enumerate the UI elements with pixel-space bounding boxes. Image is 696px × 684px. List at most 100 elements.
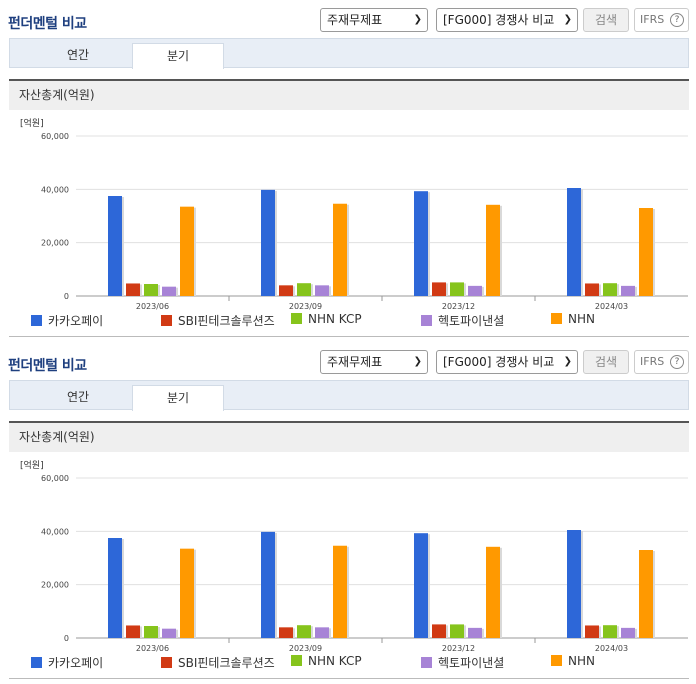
- legend-item[interactable]: 헥토파이낸셜: [421, 654, 504, 671]
- chart-svg: [억원] 0 20,000 40,000 60,000 2023/06 2023/09 202…: [20, 117, 688, 311]
- bar[interactable]: [414, 533, 428, 638]
- legend-label: 카카오페이: [48, 656, 104, 670]
- divider: [9, 336, 689, 337]
- bar[interactable]: [486, 546, 500, 638]
- bar[interactable]: [414, 191, 428, 296]
- panel-title: 펀더멘털 비교: [8, 358, 87, 374]
- legend-item[interactable]: SBI핀테크솔루션즈: [161, 654, 275, 671]
- statement-select[interactable]: 주재무제표 ❯: [320, 350, 428, 374]
- legend-item[interactable]: NHN KCP: [291, 312, 362, 326]
- bar[interactable]: [603, 283, 617, 296]
- chart-legend: 카카오페이 SBI핀테크솔루션즈 NHN KCP 헥토파이낸셜 NHN: [9, 654, 689, 672]
- tab-quarterly[interactable]: 분기: [132, 43, 224, 69]
- peer-group-select[interactable]: [FG000] 경쟁사 비교 ❯: [436, 8, 578, 32]
- legend-item[interactable]: NHN: [551, 654, 595, 668]
- tab-quarterly[interactable]: 분기: [132, 385, 224, 411]
- tab-annual[interactable]: 연간: [66, 48, 90, 62]
- bar[interactable]: [639, 208, 653, 296]
- bar[interactable]: [621, 627, 635, 638]
- question-icon[interactable]: ?: [670, 355, 684, 369]
- bar[interactable]: [297, 625, 311, 638]
- legend-item[interactable]: SBI핀테크솔루션즈: [161, 312, 275, 329]
- panel-header: 펀더멘털 비교 주재무제표 ❯ [FG000] 경쟁사 비교 ❯ 검색 IFRS…: [0, 0, 696, 38]
- bar[interactable]: [567, 530, 581, 638]
- chevron-down-icon: ❯: [413, 356, 422, 367]
- legend-label: SBI핀테크솔루션즈: [178, 314, 275, 328]
- bar[interactable]: [279, 285, 293, 296]
- bar[interactable]: [450, 282, 464, 296]
- statement-select-value: 주재무제표: [327, 13, 383, 27]
- tab-annual[interactable]: 연간: [66, 390, 90, 404]
- bar[interactable]: [108, 538, 122, 638]
- bar[interactable]: [603, 625, 617, 638]
- bar[interactable]: [126, 283, 140, 296]
- statement-select[interactable]: 주재무제표 ❯: [320, 8, 428, 32]
- legend-item[interactable]: 카카오페이: [31, 312, 103, 329]
- search-button[interactable]: 검색: [583, 350, 629, 374]
- bar[interactable]: [585, 625, 599, 638]
- search-button[interactable]: 검색: [583, 8, 629, 32]
- bar[interactable]: [333, 545, 347, 638]
- peer-group-select-value: [FG000] 경쟁사 비교: [443, 355, 555, 369]
- x-tick-label: 2023/12: [442, 644, 475, 653]
- x-tick-label: 2023/06: [136, 644, 169, 653]
- x-tick-label: 2023/06: [136, 302, 169, 311]
- bar[interactable]: [468, 285, 482, 296]
- ifrs-help[interactable]: IFRS ?: [634, 8, 689, 32]
- y-unit-label: [억원]: [20, 117, 44, 129]
- bar[interactable]: [567, 188, 581, 296]
- bar[interactable]: [315, 285, 329, 296]
- chevron-down-icon: ❯: [563, 14, 572, 25]
- bar[interactable]: [180, 548, 194, 638]
- chart-legend: 카카오페이 SBI핀테크솔루션즈 NHN KCP 헥토파이낸셜 NHN: [9, 312, 689, 330]
- legend-swatch: [31, 657, 42, 668]
- asset-chart: [억원] 0 20,000 40,000 60,000 2023/06 2023/09 202…: [9, 112, 689, 338]
- x-tick-label: 2023/12: [442, 302, 475, 311]
- section-title: 자산총계(억원): [9, 421, 689, 452]
- chevron-down-icon: ❯: [413, 14, 422, 25]
- x-tick-label: 2024/03: [595, 302, 628, 311]
- y-tick-label: 0: [64, 292, 69, 301]
- ifrs-help[interactable]: IFRS ?: [634, 350, 689, 374]
- bar[interactable]: [585, 283, 599, 296]
- y-tick-label: 40,000: [41, 185, 69, 194]
- bar[interactable]: [144, 626, 158, 638]
- bar[interactable]: [333, 203, 347, 296]
- bar[interactable]: [261, 531, 275, 638]
- bar[interactable]: [450, 624, 464, 638]
- bar[interactable]: [279, 627, 293, 638]
- bar[interactable]: [432, 282, 446, 296]
- legend-swatch: [421, 657, 432, 668]
- bar[interactable]: [468, 627, 482, 638]
- peer-group-select[interactable]: [FG000] 경쟁사 비교 ❯: [436, 350, 578, 374]
- legend-item[interactable]: 카카오페이: [31, 654, 103, 671]
- y-tick-label: 40,000: [41, 527, 69, 536]
- bar[interactable]: [108, 196, 122, 296]
- legend-label: NHN KCP: [308, 654, 362, 668]
- bar[interactable]: [162, 628, 176, 638]
- legend-swatch: [161, 657, 172, 668]
- bar[interactable]: [297, 283, 311, 296]
- bar[interactable]: [180, 206, 194, 296]
- asset-chart: [억원] 0 20,000 40,000 60,000 2023/06 2023/09 202…: [9, 454, 689, 680]
- bar[interactable]: [486, 204, 500, 296]
- bar[interactable]: [432, 624, 446, 638]
- bar[interactable]: [621, 285, 635, 296]
- bar[interactable]: [126, 625, 140, 638]
- question-icon[interactable]: ?: [670, 13, 684, 27]
- x-tick-label: 2024/03: [595, 644, 628, 653]
- panel-title: 펀더멘털 비교: [8, 16, 87, 32]
- bar[interactable]: [261, 189, 275, 296]
- bar[interactable]: [162, 286, 176, 296]
- legend-label: 헥토파이낸셜: [438, 656, 505, 670]
- legend-item[interactable]: 헥토파이낸셜: [421, 312, 504, 329]
- chart-svg: [억원] 0 20,000 40,000 60,000 2023/06 2023/09 202…: [20, 459, 688, 653]
- bar[interactable]: [639, 550, 653, 638]
- bar[interactable]: [144, 284, 158, 296]
- statement-select-value: 주재무제표: [327, 355, 383, 369]
- ifrs-label: IFRS: [640, 13, 665, 26]
- bar[interactable]: [315, 627, 329, 638]
- legend-item[interactable]: NHN: [551, 312, 595, 326]
- legend-label: 헥토파이낸셜: [438, 314, 505, 328]
- legend-item[interactable]: NHN KCP: [291, 654, 362, 668]
